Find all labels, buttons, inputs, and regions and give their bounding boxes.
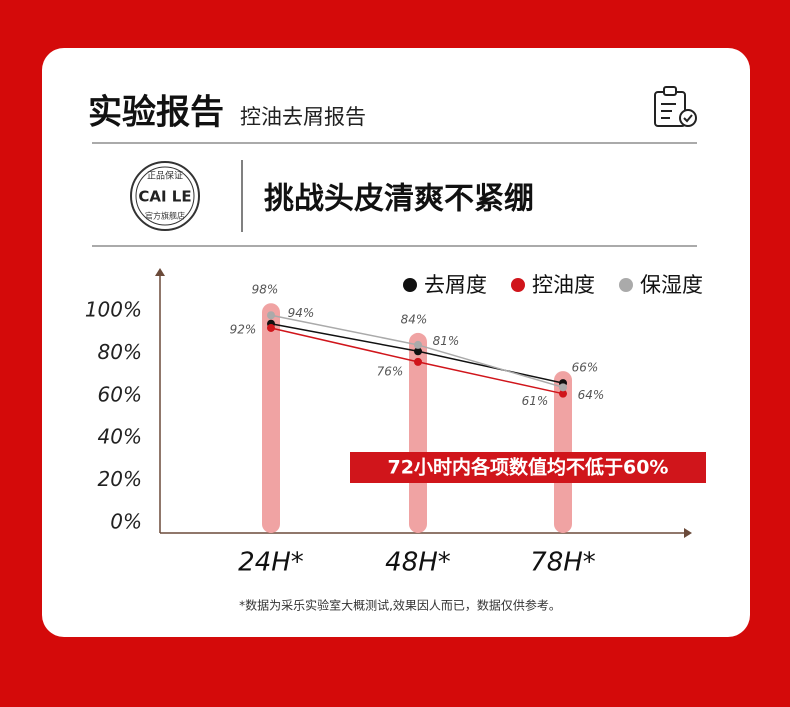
- x-axis-arrow: [684, 528, 692, 538]
- point: [414, 347, 422, 356]
- legend-dot: [511, 278, 525, 292]
- legend-label: 控油度: [532, 273, 595, 297]
- legend-dot: [619, 278, 633, 292]
- value-label: 98%: [252, 283, 279, 297]
- value-label: 84%: [401, 312, 428, 326]
- y-tick-label: 0%: [110, 510, 142, 534]
- value-label: 92%: [230, 322, 257, 336]
- legend-label: 去屑度: [424, 273, 487, 297]
- point: [559, 389, 567, 398]
- legend-dot: [403, 278, 417, 292]
- card: [42, 48, 750, 637]
- y-tick-label: 60%: [98, 382, 142, 406]
- point: [267, 323, 275, 332]
- y-axis-arrow: [155, 268, 165, 276]
- y-tick-label: 20%: [98, 467, 142, 491]
- badge-brand: CAI LE: [138, 188, 191, 206]
- y-tick-label: 80%: [98, 340, 142, 364]
- value-label: 81%: [433, 334, 460, 348]
- point: [414, 357, 422, 366]
- value-label: 66%: [572, 361, 599, 375]
- value-label: 76%: [377, 364, 404, 378]
- value-label: 64%: [578, 388, 605, 402]
- point: [414, 340, 422, 349]
- title: 实验报告: [88, 93, 224, 133]
- y-tick-label: 40%: [98, 425, 142, 449]
- clipboard-icon: [654, 86, 697, 127]
- x-tick-label: 48H*: [385, 548, 451, 578]
- point: [267, 311, 275, 320]
- footnote: *数据为采乐实验室大概测试,效果因人而已，数据仅供参考。: [239, 598, 561, 613]
- y-tick-label: 100%: [85, 298, 142, 322]
- legend-label: 保湿度: [640, 273, 703, 297]
- subtitle: 控油去屑报告: [240, 105, 366, 129]
- badge-top: 正品保证: [147, 170, 183, 182]
- column: [262, 303, 280, 533]
- value-label: 61%: [522, 394, 549, 408]
- headline: 挑战头皮清爽不紧绷: [264, 182, 534, 217]
- value-label: 94%: [288, 306, 315, 320]
- annotation: 72小时内各项数值均不低于60%: [388, 456, 669, 479]
- badge-bottom: 官方旗舰店: [145, 211, 185, 221]
- x-tick-label: 78H*: [530, 548, 596, 578]
- point: [559, 383, 567, 392]
- annotation-box: [350, 452, 706, 483]
- badge: 正品保证 CAI LE 官方旗舰店: [130, 161, 200, 231]
- x-tick-label: 24H*: [238, 548, 304, 578]
